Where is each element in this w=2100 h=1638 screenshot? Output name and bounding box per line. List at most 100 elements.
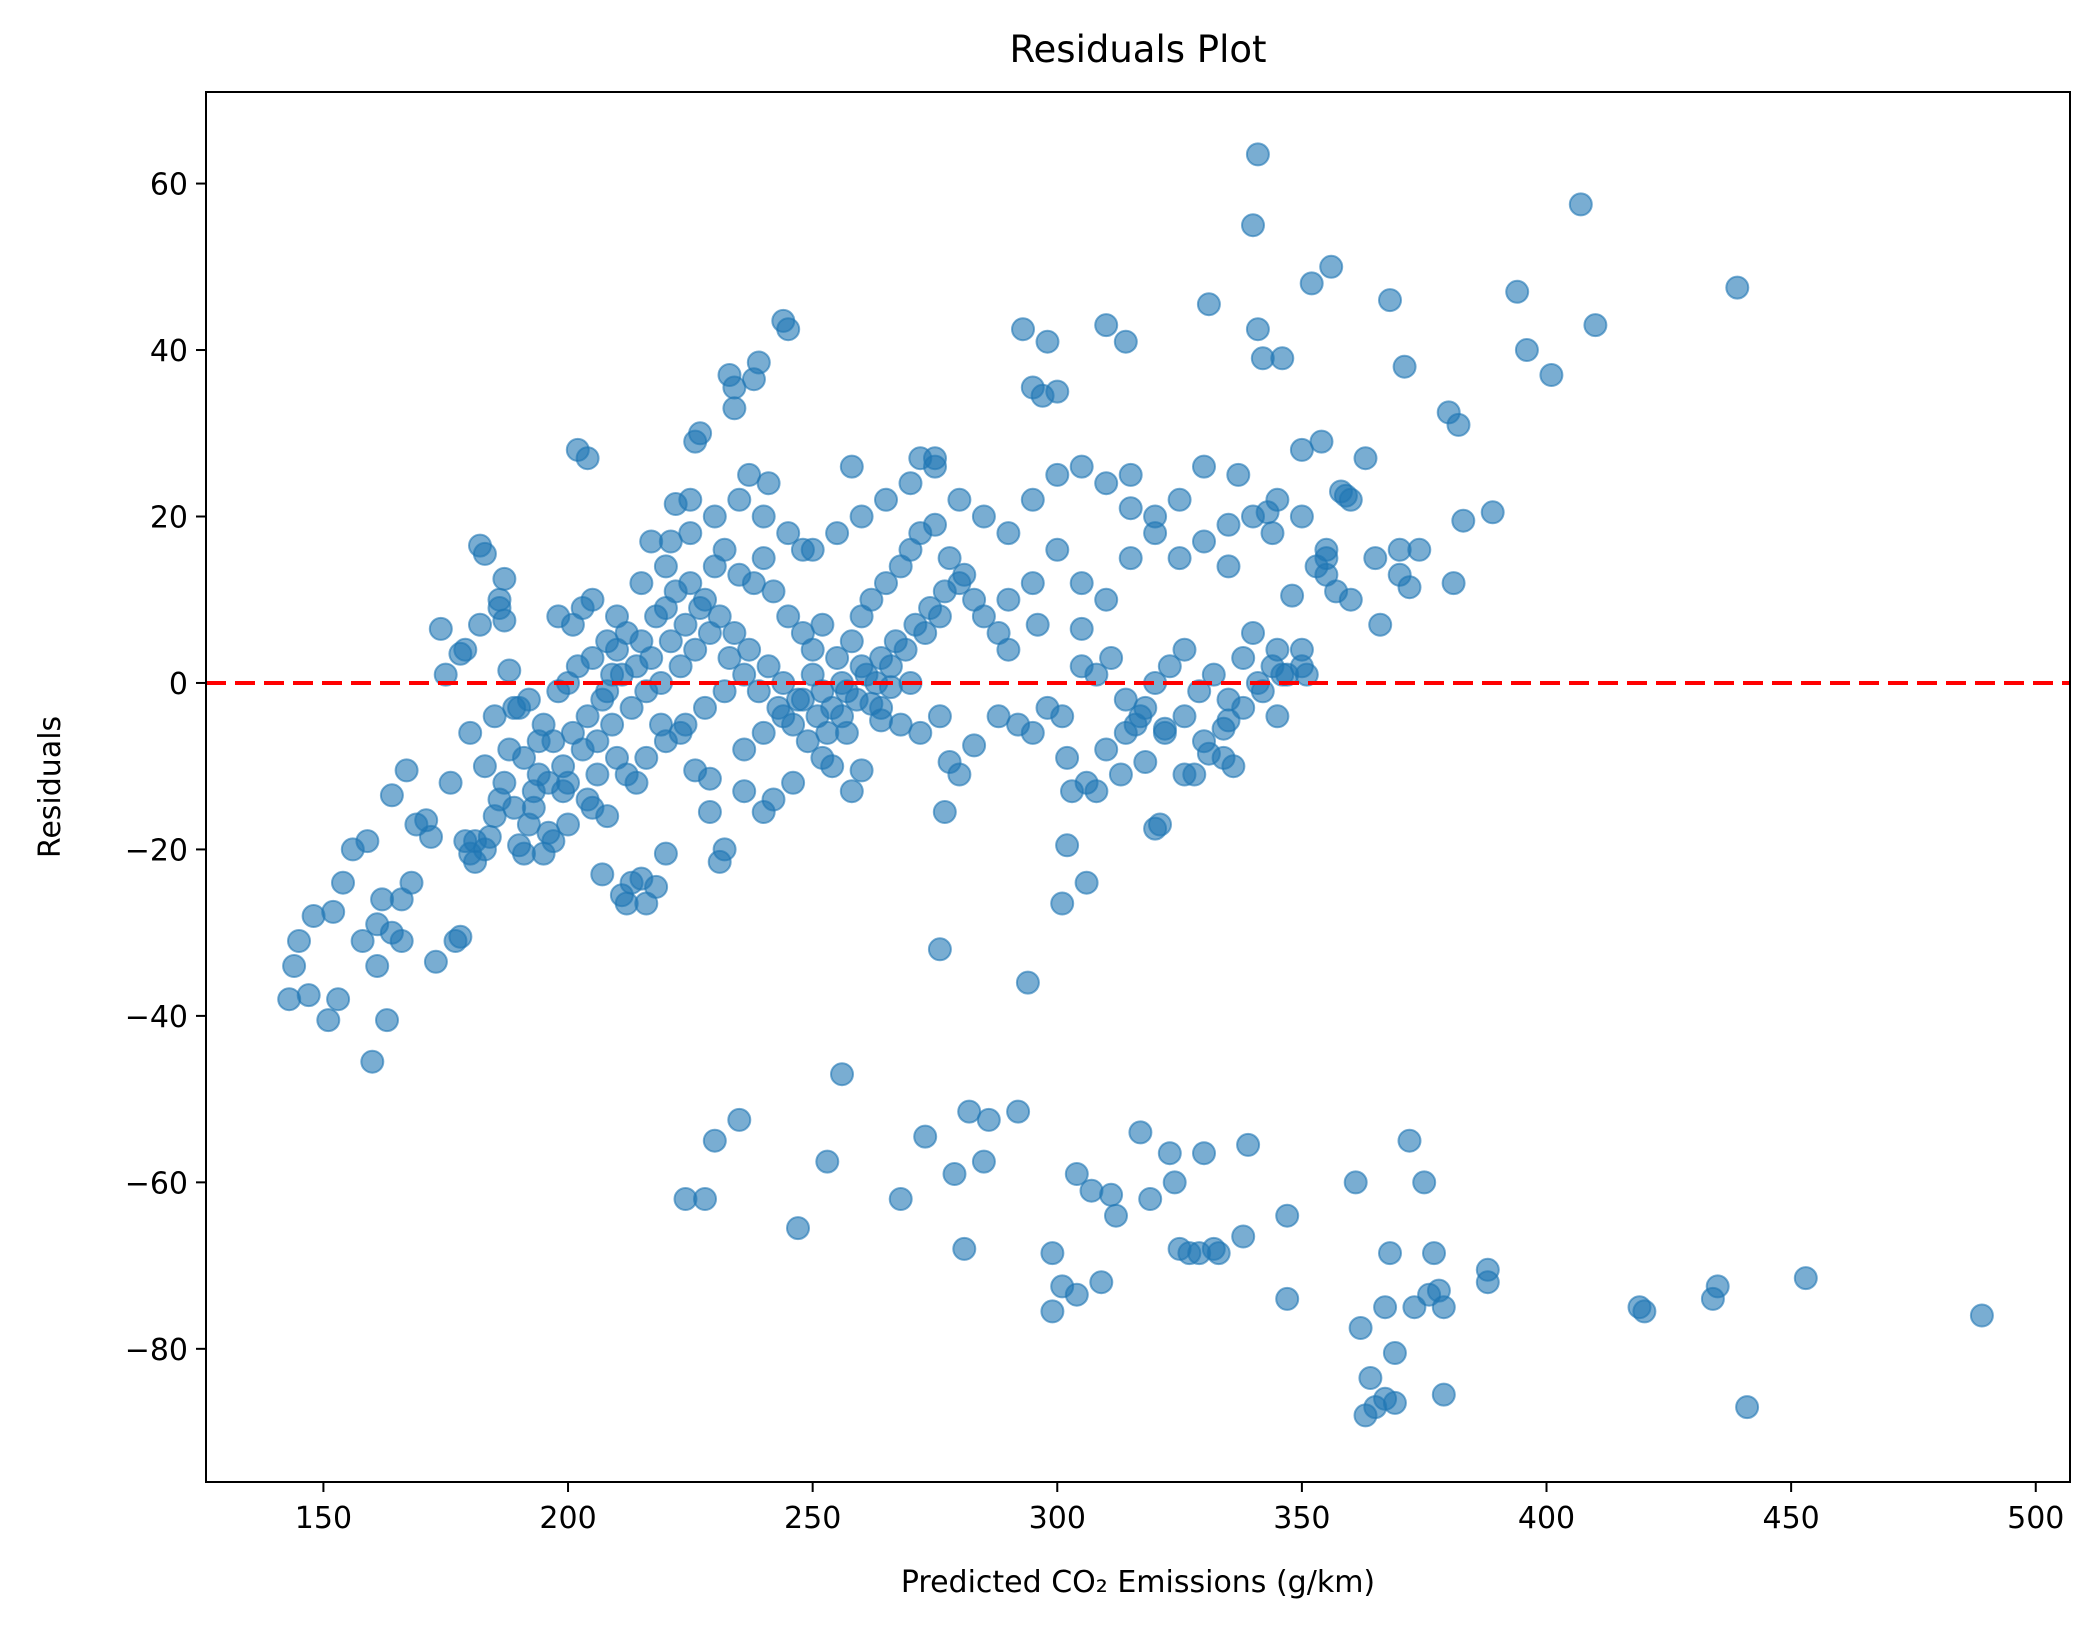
data-point: [1231, 646, 1256, 670]
data-point: [556, 770, 580, 795]
data-point: [1157, 654, 1182, 679]
data-point: [825, 646, 850, 670]
data-point: [732, 779, 757, 804]
data-point: [971, 1149, 996, 1174]
data-point: [947, 762, 972, 787]
data-point: [1201, 662, 1226, 687]
data-point: [1793, 1266, 1818, 1291]
data-point: [1314, 546, 1339, 571]
data-point: [937, 546, 962, 571]
data-point: [1055, 833, 1080, 858]
data-point: [575, 446, 600, 471]
data-point: [927, 704, 952, 729]
data-point: [1969, 1303, 1994, 1328]
data-point: [952, 1236, 977, 1261]
data-point: [722, 621, 747, 645]
data-point: [771, 704, 796, 729]
data-point: [350, 929, 375, 953]
data-point: [1358, 1366, 1383, 1390]
data-point: [678, 487, 703, 512]
data-point: [1338, 487, 1363, 512]
data-point: [1192, 454, 1216, 479]
data-point: [1192, 1141, 1216, 1166]
data-point: [365, 954, 390, 978]
data-point: [1020, 571, 1045, 596]
data-point: [1378, 288, 1402, 313]
data-point: [1187, 679, 1212, 704]
data-point: [1025, 612, 1050, 637]
chart-title: Residuals Plot: [1009, 28, 1266, 71]
data-point: [1632, 1299, 1657, 1324]
data-point: [1373, 1295, 1398, 1320]
data-point: [1099, 646, 1124, 670]
y-tick-label: 40: [150, 334, 188, 369]
data-point: [1705, 1274, 1730, 1299]
data-point: [512, 745, 536, 770]
data-point: [971, 604, 996, 629]
data-point: [1167, 546, 1192, 571]
data-point: [1260, 521, 1285, 546]
data-point: [1236, 1132, 1261, 1157]
data-point: [1162, 1170, 1187, 1195]
data-point: [1368, 612, 1393, 637]
data-point: [1241, 504, 1265, 529]
data-point: [1505, 279, 1530, 304]
data-point: [1568, 192, 1593, 217]
data-point: [394, 758, 419, 783]
data-point: [869, 695, 894, 720]
data-point: [913, 621, 938, 645]
y-axis-label: Residuals: [33, 716, 68, 858]
data-point: [849, 504, 874, 529]
data-point: [971, 504, 996, 529]
data-point: [287, 929, 311, 953]
data-point: [786, 1216, 810, 1241]
data-point: [751, 504, 776, 529]
data-point: [1441, 571, 1466, 596]
data-point: [1138, 1187, 1163, 1211]
data-point: [927, 937, 952, 962]
data-point: [399, 870, 424, 895]
y-tick-label: −20: [125, 833, 188, 868]
data-point: [1006, 1099, 1031, 1124]
data-point: [1040, 1241, 1065, 1266]
data-point: [1241, 621, 1265, 645]
data-point: [722, 396, 747, 421]
y-tick-label: −80: [125, 1333, 188, 1368]
data-point: [556, 812, 580, 837]
data-point: [1216, 512, 1241, 537]
data-point: [1412, 1170, 1437, 1195]
data-point: [781, 770, 806, 795]
data-point: [644, 874, 669, 899]
data-point: [727, 1107, 752, 1132]
data-point: [600, 712, 625, 737]
y-axis-ticks: −80 −60 −40 −20 0 20 40 60: [125, 168, 206, 1368]
data-point: [849, 758, 874, 783]
data-point: [673, 712, 698, 737]
data-point: [1382, 1390, 1407, 1415]
data-point: [874, 571, 898, 596]
data-point: [712, 679, 737, 704]
data-point: [468, 612, 492, 637]
data-point: [776, 521, 801, 546]
data-point: [389, 929, 414, 953]
data-point: [1353, 446, 1378, 471]
data-point: [702, 504, 727, 529]
data-point: [639, 646, 664, 670]
data-point: [580, 646, 605, 670]
data-point: [580, 587, 605, 612]
data-point: [678, 571, 703, 596]
data-point: [673, 612, 698, 637]
data-point: [282, 954, 307, 978]
data-point: [453, 637, 478, 662]
data-point: [1094, 313, 1119, 338]
data-point: [761, 579, 786, 604]
data-point: [1015, 970, 1040, 995]
data-point: [590, 862, 615, 887]
data-point: [844, 687, 869, 712]
data-point: [516, 687, 541, 712]
data-point: [1050, 891, 1075, 916]
data-point: [1231, 1224, 1256, 1249]
x-tick-label: 500: [2007, 1501, 2064, 1536]
data-point: [1157, 1141, 1182, 1166]
data-point: [629, 571, 654, 596]
